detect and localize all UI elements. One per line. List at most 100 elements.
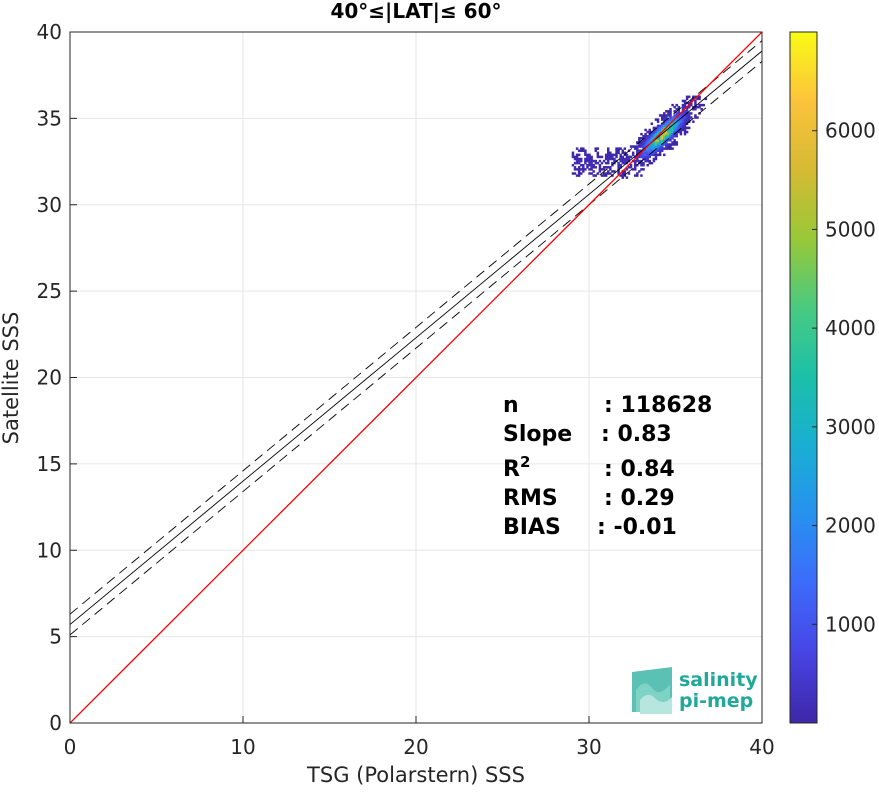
density-cell bbox=[638, 155, 641, 159]
density-cell bbox=[640, 168, 643, 171]
density-cell bbox=[698, 97, 701, 101]
density-cell bbox=[644, 139, 647, 142]
density-cell bbox=[669, 114, 672, 117]
density-cell bbox=[671, 130, 674, 134]
density-cell bbox=[594, 149, 598, 152]
density-cell bbox=[606, 153, 610, 157]
density-cell bbox=[681, 99, 685, 103]
density-cell bbox=[667, 145, 670, 148]
density-cell bbox=[627, 166, 631, 169]
density-cell bbox=[650, 137, 654, 140]
density-cell bbox=[667, 132, 670, 136]
stat-value: : 0.83 bbox=[601, 422, 672, 447]
density-cell bbox=[619, 174, 622, 177]
density-cell bbox=[580, 163, 583, 167]
density-cell bbox=[656, 147, 660, 150]
density-cell bbox=[656, 130, 660, 134]
density-cell bbox=[577, 174, 581, 177]
density-cell bbox=[656, 124, 660, 128]
density-cell bbox=[675, 132, 678, 136]
density-cell bbox=[671, 124, 674, 128]
density-cell bbox=[696, 105, 699, 109]
density-cell bbox=[586, 157, 589, 161]
density-cell bbox=[650, 143, 654, 146]
density-cell bbox=[654, 141, 658, 144]
density-cell bbox=[683, 118, 687, 121]
density-cell bbox=[658, 126, 662, 130]
density-cell bbox=[640, 161, 643, 165]
density-cell bbox=[679, 116, 683, 119]
density-cell bbox=[660, 124, 664, 128]
density-cell bbox=[582, 168, 585, 171]
density-cell bbox=[644, 153, 647, 157]
density-cell bbox=[687, 114, 691, 117]
density-cell bbox=[627, 155, 631, 159]
density-cell bbox=[654, 155, 658, 159]
density-cell bbox=[679, 132, 683, 136]
y-tick-label: 30 bbox=[37, 193, 62, 217]
density-cell bbox=[638, 159, 641, 163]
density-cell bbox=[577, 157, 581, 161]
density-cell bbox=[667, 134, 670, 138]
density-cell bbox=[683, 126, 687, 130]
density-cell bbox=[623, 161, 627, 165]
density-cell bbox=[606, 149, 610, 152]
density-cell bbox=[654, 149, 658, 152]
density-cell bbox=[615, 153, 618, 157]
density-cell bbox=[577, 168, 581, 171]
density-cell bbox=[667, 110, 670, 113]
density-cell bbox=[575, 174, 579, 177]
density-cell bbox=[663, 139, 666, 142]
density-cell bbox=[696, 97, 699, 101]
density-cell bbox=[573, 172, 577, 175]
density-cell bbox=[631, 168, 635, 171]
density-cell bbox=[590, 159, 593, 163]
density-cell bbox=[609, 168, 612, 171]
density-cell bbox=[642, 143, 645, 146]
stat-value: : -0.01 bbox=[597, 515, 677, 540]
density-cell bbox=[654, 118, 658, 121]
density-cell bbox=[648, 155, 651, 159]
density-cell bbox=[683, 124, 687, 128]
density-cell bbox=[609, 172, 612, 175]
density-cell bbox=[633, 159, 637, 163]
density-cell bbox=[673, 105, 676, 109]
density-cell bbox=[673, 126, 676, 130]
density-cell bbox=[619, 166, 622, 169]
density-cell bbox=[673, 134, 676, 138]
density-cell bbox=[604, 166, 608, 169]
density-cell bbox=[571, 172, 575, 175]
density-cell bbox=[646, 153, 649, 157]
density-cell bbox=[644, 137, 647, 140]
density-cell bbox=[685, 118, 689, 121]
density-cell bbox=[642, 163, 645, 167]
logo-text-line2: pi-mep bbox=[679, 690, 753, 712]
density-cell bbox=[573, 168, 577, 171]
density-cell bbox=[640, 163, 643, 167]
density-cell bbox=[611, 153, 614, 157]
y-tick-label: 5 bbox=[49, 625, 62, 649]
density-cell bbox=[654, 157, 658, 161]
density-cell bbox=[644, 141, 647, 144]
density-cell bbox=[683, 122, 687, 125]
density-cell bbox=[681, 122, 685, 125]
density-cell bbox=[673, 124, 676, 128]
density-cell bbox=[690, 99, 693, 103]
density-cell bbox=[621, 149, 624, 152]
density-cell bbox=[623, 170, 627, 173]
density-cell bbox=[694, 108, 697, 111]
density-cell bbox=[677, 122, 681, 125]
density-cell bbox=[648, 151, 651, 155]
density-cell bbox=[594, 147, 598, 150]
density-cell bbox=[648, 139, 651, 142]
density-cell bbox=[687, 126, 691, 130]
density-cell bbox=[602, 166, 606, 169]
density-cell bbox=[698, 95, 701, 99]
density-cell bbox=[652, 130, 656, 134]
density-cell bbox=[636, 145, 639, 148]
density-cell bbox=[679, 128, 683, 132]
density-cell bbox=[669, 116, 672, 119]
density-cell bbox=[673, 130, 676, 134]
density-cell bbox=[646, 155, 649, 159]
density-cell bbox=[669, 139, 672, 142]
